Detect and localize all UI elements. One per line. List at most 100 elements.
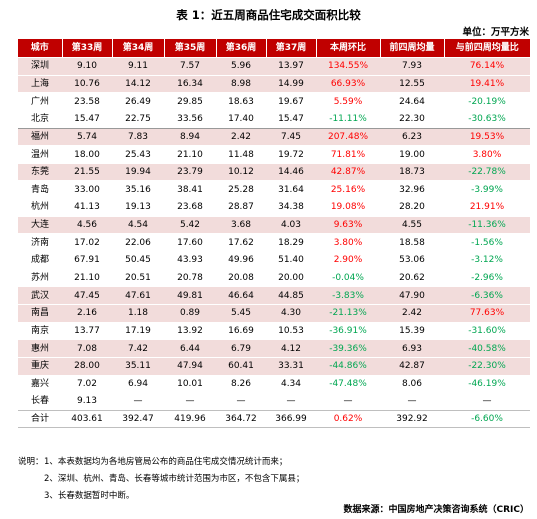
cell-week-over-week: 25.16% bbox=[316, 180, 380, 199]
cell-city: 苏州 bbox=[18, 268, 62, 287]
cell-four-week-avg: 6.23 bbox=[380, 127, 444, 146]
cell-four-week-avg: 18.58 bbox=[380, 233, 444, 252]
table-row: 南京 13.77 17.19 13.92 16.69 10.53 -36.91% 15.39-… bbox=[18, 321, 530, 340]
cell-week-37: 44.85 bbox=[266, 286, 316, 305]
cell-week-over-week: — bbox=[316, 392, 380, 411]
cell-vs-four-week-avg: 77.63% bbox=[444, 303, 530, 323]
cell-city: 广州 bbox=[18, 92, 62, 111]
cell-vs-four-week-avg: 19.41% bbox=[444, 74, 530, 93]
table-row: 大连 4.56 4.54 5.42 3.68 4.03 9.63% 4.55 -11.36% bbox=[18, 215, 530, 234]
cell-week-35: 43.93 bbox=[164, 251, 216, 270]
cell-four-week-avg: 53.06 bbox=[380, 251, 444, 270]
header-week-36: 第36周 bbox=[216, 39, 267, 58]
header-four-week-avg: 前四周均量 bbox=[380, 39, 445, 58]
cell-week-34: 47.61 bbox=[112, 286, 164, 305]
cell-week-34: 22.06 bbox=[112, 233, 164, 252]
cell-week-37: 366.99 bbox=[266, 409, 316, 429]
cell-week-37: 13.97 bbox=[266, 57, 316, 76]
table-row: 上海 10.76 14.12 16.34 8.98 14.99 66.93% 12.55 19.… bbox=[18, 74, 530, 93]
header-week-35: 第35周 bbox=[164, 39, 217, 58]
cell-week-36: 5.45 bbox=[216, 303, 266, 323]
cell-vs-four-week-avg: 19.53% bbox=[444, 127, 530, 146]
cell-city: 北京 bbox=[18, 109, 62, 129]
table-header-row: 城市 第33周 第34周 第35周 第36周 第37周 本周环比 前四周均量 与… bbox=[18, 39, 530, 58]
cell-four-week-avg: 28.20 bbox=[380, 198, 444, 217]
cell-city: 杭州 bbox=[18, 198, 62, 217]
cell-week-35: 23.79 bbox=[164, 162, 216, 181]
table-row: 武汉 47.45 47.61 49.81 46.64 44.85 -3.83% 47.90 -6… bbox=[18, 286, 530, 305]
note-item: 2、深圳、杭州、青岛、长春等城市统计范围为市区，不包含下属县； bbox=[44, 474, 305, 484]
note-item: 3、长春数据暂时中断。 bbox=[44, 491, 135, 501]
cell-city: 深圳 bbox=[18, 57, 62, 76]
cell-week-33: 17.02 bbox=[62, 233, 112, 252]
cell-week-34: 9.11 bbox=[112, 57, 164, 76]
cell-week-33: 13.77 bbox=[62, 321, 112, 340]
cell-week-37: 15.47 bbox=[266, 109, 316, 129]
cell-week-37: 31.64 bbox=[266, 180, 316, 199]
cell-week-36: 49.96 bbox=[216, 251, 266, 270]
cell-vs-four-week-avg: -46.19% bbox=[444, 374, 530, 393]
cell-vs-four-week-avg: -3.12% bbox=[444, 251, 530, 270]
cell-four-week-avg: 22.30 bbox=[380, 109, 444, 129]
notes-label: 说明： bbox=[18, 457, 44, 467]
cell-week-34: 35.11 bbox=[112, 356, 164, 376]
cell-week-37: — bbox=[266, 392, 316, 411]
cell-week-over-week: 3.80% bbox=[316, 233, 380, 252]
table-row: 苏州 21.10 20.51 20.78 20.08 20.00 -0.04% 20.62 -2… bbox=[18, 268, 530, 287]
cell-vs-four-week-avg: -22.78% bbox=[444, 162, 530, 181]
table-row: 福州 5.74 7.83 8.94 2.42 7.45 207.48% 6.23 19.53% bbox=[18, 127, 530, 146]
cell-four-week-avg: 47.90 bbox=[380, 286, 444, 305]
cell-vs-four-week-avg: -11.36% bbox=[444, 215, 530, 234]
cell-week-36: 16.69 bbox=[216, 321, 266, 340]
cell-week-36: 20.08 bbox=[216, 268, 266, 287]
cell-week-34: 19.94 bbox=[112, 162, 164, 181]
note-item: 1、本表数据均为各地房管局公布的商品住宅成交情况统计而来； bbox=[44, 457, 288, 467]
cell-week-37: 51.40 bbox=[266, 251, 316, 270]
cell-vs-four-week-avg: -1.56% bbox=[444, 233, 530, 252]
cell-week-36: 2.42 bbox=[216, 127, 266, 146]
cell-vs-four-week-avg: -22.30% bbox=[444, 356, 530, 376]
cell-city: 惠州 bbox=[18, 339, 62, 358]
cell-four-week-avg: 18.73 bbox=[380, 162, 444, 181]
cell-week-36: — bbox=[216, 392, 266, 411]
cell-week-35: 29.85 bbox=[164, 92, 216, 111]
cell-week-over-week: 0.62% bbox=[316, 409, 380, 429]
cell-week-36: 17.62 bbox=[216, 233, 266, 252]
cell-week-37: 34.38 bbox=[266, 198, 316, 217]
cell-week-36: 46.64 bbox=[216, 286, 266, 305]
cell-vs-four-week-avg: -6.60% bbox=[444, 409, 530, 429]
cell-vs-four-week-avg: -6.36% bbox=[444, 286, 530, 305]
cell-city: 济南 bbox=[18, 233, 62, 252]
cell-week-35: 419.96 bbox=[164, 409, 216, 429]
cell-week-33: 7.02 bbox=[62, 374, 112, 393]
cell-week-36: 6.79 bbox=[216, 339, 266, 358]
cell-week-34: 35.16 bbox=[112, 180, 164, 199]
cell-week-33: 41.13 bbox=[62, 198, 112, 217]
cell-week-36: 11.48 bbox=[216, 145, 266, 164]
cell-week-33: 15.47 bbox=[62, 109, 112, 129]
unit-label: 单位：万平方米 bbox=[462, 27, 529, 38]
cell-four-week-avg: 19.00 bbox=[380, 145, 444, 164]
cell-city: 东莞 bbox=[18, 162, 62, 181]
table-row: 温州 18.00 25.43 21.10 11.48 19.72 71.81% 19.00 3.… bbox=[18, 145, 530, 164]
cell-week-36: 25.28 bbox=[216, 180, 266, 199]
table-row: 杭州 41.13 19.13 23.68 28.87 34.38 19.08% 28.20 21… bbox=[18, 198, 530, 217]
header-week-over-week: 本周环比 bbox=[316, 39, 381, 58]
cell-week-35: 8.94 bbox=[164, 127, 216, 146]
cell-week-over-week: -3.83% bbox=[316, 286, 380, 305]
cell-week-34: 14.12 bbox=[112, 74, 164, 93]
cell-city: 武汉 bbox=[18, 286, 62, 305]
cell-city: 南昌 bbox=[18, 303, 62, 323]
cell-city: 南京 bbox=[18, 321, 62, 340]
cell-week-36: 3.68 bbox=[216, 215, 266, 234]
cell-city: 大连 bbox=[18, 215, 62, 234]
cell-week-34: 6.94 bbox=[112, 374, 164, 393]
table-row: 长春 9.13— — — — — — — bbox=[18, 392, 530, 411]
cell-week-36: 8.98 bbox=[216, 74, 266, 93]
cell-week-34: 19.13 bbox=[112, 198, 164, 217]
cell-week-35: 0.89 bbox=[164, 303, 216, 323]
table-row: 济南 17.02 22.06 17.60 17.62 18.29 3.80% 18.58 -1.… bbox=[18, 233, 530, 252]
header-vs-four-week-avg: 与前四周均量比 bbox=[444, 39, 530, 58]
cell-week-35: 49.81 bbox=[164, 286, 216, 305]
cell-city: 福州 bbox=[18, 127, 62, 146]
